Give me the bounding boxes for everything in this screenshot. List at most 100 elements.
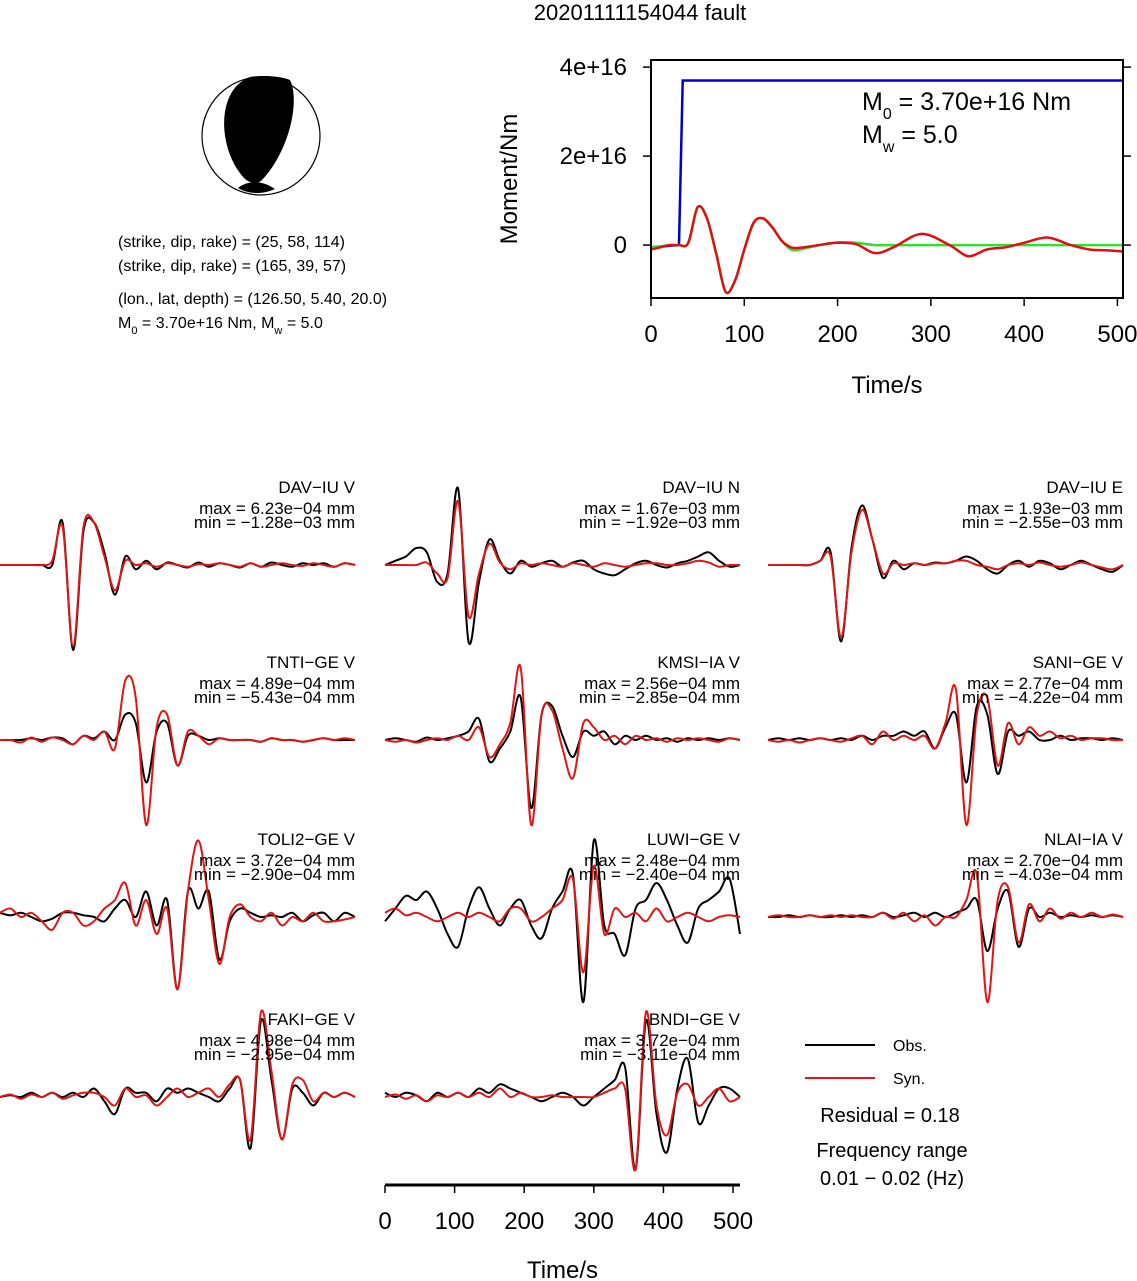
x-tick-label: 200 xyxy=(504,1208,544,1235)
x-tick-label: 0 xyxy=(378,1208,391,1235)
station-label: KMSI−IA V xyxy=(657,653,740,672)
obs-trace xyxy=(0,711,355,784)
x-tick-label: 400 xyxy=(1004,321,1044,348)
moment-text: M0 = 3.70e+16 Nm, Mw = 5.0 xyxy=(118,315,323,337)
syn-trace xyxy=(384,864,741,974)
text: = 5.0 xyxy=(282,315,323,332)
x-tick-label: 400 xyxy=(643,1208,683,1235)
max-label: max = 2.48e−04 mm xyxy=(584,851,740,870)
y-axis-label: Moment/Nm xyxy=(496,114,523,245)
x-tick-label: 500 xyxy=(713,1208,753,1235)
syn-trace xyxy=(384,663,741,827)
beachball-lobe xyxy=(238,182,275,194)
min-label: min = −4.03e−04 mm xyxy=(962,865,1123,884)
syn-trace xyxy=(0,1009,356,1142)
title: 20201111154044 fault xyxy=(534,0,746,25)
min-label: min = −1.28e−03 mm xyxy=(194,513,355,532)
max-label: max = 1.67e−03 mm xyxy=(584,499,740,518)
max-label: max = 2.77e−04 mm xyxy=(967,674,1123,693)
max-label: max = 2.56e−04 mm xyxy=(584,674,740,693)
legend-label: Syn. xyxy=(893,1071,925,1088)
max-label: max = 1.93e−03 mm xyxy=(967,499,1123,518)
obs-trace xyxy=(767,888,1124,953)
max-label: max = 4.89e−04 mm xyxy=(199,674,355,693)
text: = 3.70e+16 Nm, xyxy=(137,315,261,332)
residual: Residual = 0.18 xyxy=(820,1105,960,1127)
y-tick-label: 0 xyxy=(614,232,627,259)
text: = 5.0 xyxy=(894,121,957,149)
obs-trace xyxy=(384,486,741,646)
syn-trace xyxy=(384,1010,741,1172)
station-label: DAV−IU N xyxy=(662,478,740,497)
station-label: TOLI2−GE V xyxy=(258,830,356,849)
x-tick-label: 0 xyxy=(644,321,657,348)
min-label: min = −1.92e−03 mm xyxy=(579,513,740,532)
y-tick-label: 4e+16 xyxy=(560,54,627,81)
x-tick-label: 100 xyxy=(724,321,764,348)
syn-trace xyxy=(0,839,356,991)
max-label: max = 6.23e−04 mm xyxy=(199,499,355,518)
station-label: LUWI−GE V xyxy=(647,830,741,849)
symbol: M xyxy=(261,315,274,332)
max-label: max = 3.72e−04 mm xyxy=(584,1031,740,1050)
x-tick-label: 100 xyxy=(435,1208,475,1235)
x-axis-label: Time/s xyxy=(851,372,922,399)
syn-trace xyxy=(384,500,741,620)
subscript: 0 xyxy=(883,106,892,123)
frequency: 0.01 − 0.02 (Hz) xyxy=(820,1168,964,1190)
text: = 3.70e+16 Nm xyxy=(892,88,1071,116)
symbol: M xyxy=(862,88,883,116)
annotation: M0 = 3.70e+16 Nm xyxy=(862,88,1071,123)
station-label: FAKI−GE V xyxy=(268,1010,356,1029)
station-label: DAV−IU V xyxy=(278,478,355,497)
obs-trace xyxy=(0,887,356,991)
plot-frame xyxy=(650,59,1124,299)
min-label: min = −2.95e−04 mm xyxy=(194,1045,355,1064)
x-tick-label: 300 xyxy=(911,321,951,348)
station-label: DAV−IU E xyxy=(1046,478,1123,497)
x-tick-label: 200 xyxy=(818,321,858,348)
min-label: min = −2.40e−04 mm xyxy=(579,865,740,884)
min-label: min = −4.22e−04 mm xyxy=(962,688,1123,707)
syn-trace xyxy=(767,869,1124,1004)
obs-trace xyxy=(384,693,741,810)
legend-label: Obs. xyxy=(893,1038,927,1055)
subscript: w xyxy=(273,325,282,337)
mechanism-text: (lon., lat, depth) = (126.50, 5.40, 20.0… xyxy=(118,291,387,308)
station-label: NLAI−IA V xyxy=(1044,830,1124,849)
subscript: w xyxy=(882,139,895,156)
x-tick-label: 500 xyxy=(1097,321,1137,348)
frequency: Frequency range xyxy=(816,1140,967,1162)
symbol: M xyxy=(862,121,883,149)
moment-line xyxy=(651,204,1123,295)
max-label: max = 3.72e−04 mm xyxy=(199,851,355,870)
y-tick-label: 2e+16 xyxy=(560,143,627,170)
obs-trace xyxy=(384,838,741,1004)
mechanism-text: (strike, dip, rake) = (25, 58, 114) xyxy=(118,234,345,251)
subscript: 0 xyxy=(131,325,137,337)
max-label: max = 2.70e−04 mm xyxy=(967,851,1123,870)
syn-trace xyxy=(767,684,1124,827)
syn-trace xyxy=(0,514,356,647)
min-label: min = −5.43e−04 mm xyxy=(194,688,355,707)
beachball xyxy=(201,76,321,196)
min-label: min = −3.11e−04 mm xyxy=(580,1045,740,1064)
obs-trace xyxy=(767,699,1124,784)
annotation: Mw = 5.0 xyxy=(862,121,958,156)
obs-trace xyxy=(0,516,356,652)
station-label: SANI−GE V xyxy=(1033,653,1124,672)
x-axis-label: Time/s xyxy=(527,1257,598,1281)
symbol: M xyxy=(118,315,131,332)
x-tick-label: 300 xyxy=(574,1208,614,1235)
station-label: BNDI−GE V xyxy=(649,1010,741,1029)
beachball-lobe xyxy=(224,76,294,183)
max-label: max = 4.98e−04 mm xyxy=(199,1031,355,1050)
min-label: min = −2.55e−03 mm xyxy=(962,513,1123,532)
mechanism-text: (strike, dip, rake) = (165, 39, 57) xyxy=(118,258,346,275)
station-label: TNTI−GE V xyxy=(267,653,356,672)
min-label: min = −2.90e−04 mm xyxy=(194,865,355,884)
min-label: min = −2.85e−04 mm xyxy=(579,688,740,707)
syn-trace xyxy=(767,508,1124,639)
